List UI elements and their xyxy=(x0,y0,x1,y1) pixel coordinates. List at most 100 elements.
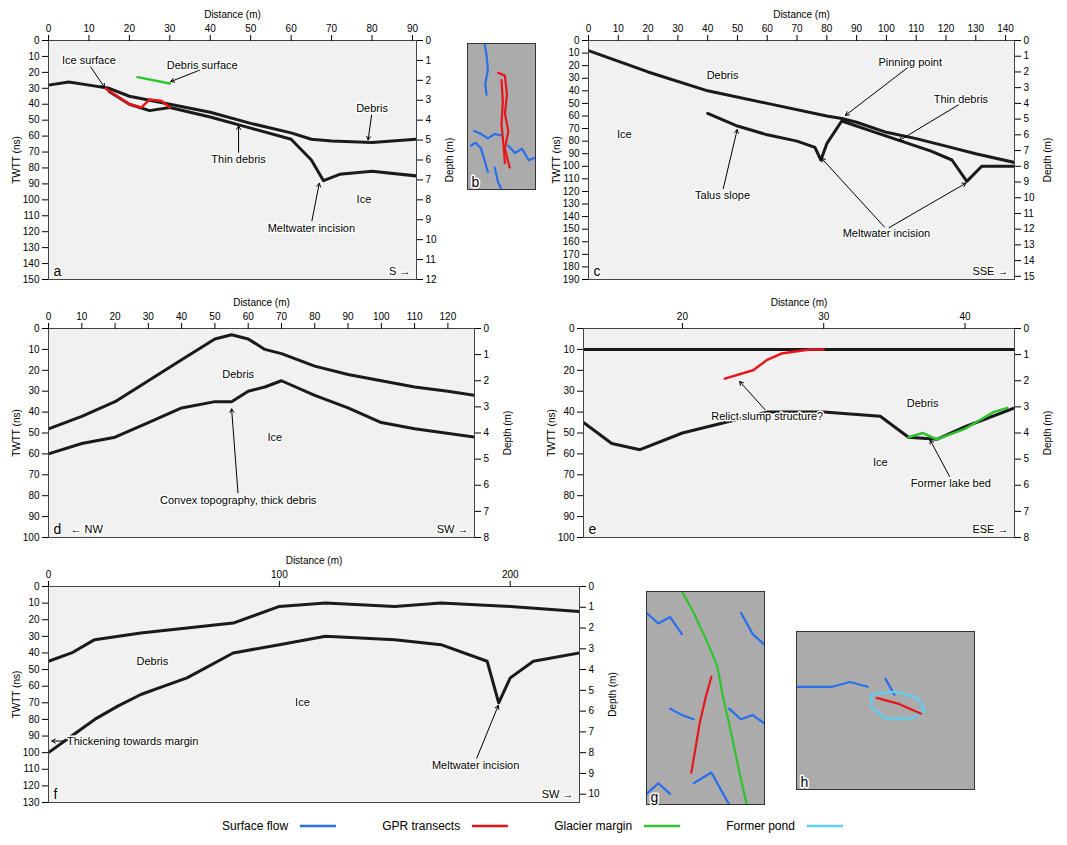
svg-text:110: 110 xyxy=(564,173,580,184)
svg-text:70: 70 xyxy=(28,469,40,480)
svg-text:3: 3 xyxy=(1024,82,1030,93)
svg-text:0: 0 xyxy=(34,323,40,334)
svg-text:Depth (m): Depth (m) xyxy=(1042,138,1053,182)
svg-text:TWTT (ns): TWTT (ns) xyxy=(11,671,22,719)
svg-text:Ice surface: Ice surface xyxy=(62,54,116,66)
svg-text:2: 2 xyxy=(589,622,595,633)
svg-text:70: 70 xyxy=(276,311,288,322)
svg-text:4: 4 xyxy=(426,114,432,125)
svg-text:TWTT (ns): TWTT (ns) xyxy=(11,136,22,184)
svg-text:Distance (m): Distance (m) xyxy=(773,9,830,20)
svg-text:Ice: Ice xyxy=(873,456,888,468)
svg-text:Thin debris: Thin debris xyxy=(211,153,266,165)
svg-text:130: 130 xyxy=(563,198,580,209)
svg-text:Debris surface: Debris surface xyxy=(167,59,238,71)
svg-text:20: 20 xyxy=(124,23,136,34)
svg-text:14: 14 xyxy=(1024,255,1036,266)
svg-text:2: 2 xyxy=(1024,375,1030,386)
svg-text:30: 30 xyxy=(672,23,684,34)
svg-text:40: 40 xyxy=(205,23,217,34)
svg-text:4: 4 xyxy=(484,427,490,438)
svg-text:0: 0 xyxy=(34,581,40,592)
svg-text:60: 60 xyxy=(28,130,40,141)
svg-text:7: 7 xyxy=(426,174,432,185)
svg-text:100: 100 xyxy=(558,532,575,543)
svg-text:SW →: SW → xyxy=(542,788,574,800)
svg-text:80: 80 xyxy=(366,23,378,34)
svg-text:10: 10 xyxy=(76,311,88,322)
svg-text:d: d xyxy=(54,521,62,537)
svg-text:20: 20 xyxy=(110,311,122,322)
svg-text:110: 110 xyxy=(407,311,423,322)
svg-text:70: 70 xyxy=(563,469,575,480)
svg-text:b: b xyxy=(472,174,480,190)
svg-text:70: 70 xyxy=(791,23,803,34)
svg-text:20: 20 xyxy=(28,67,40,78)
svg-text:11: 11 xyxy=(426,254,437,265)
svg-text:Meltwater incision: Meltwater incision xyxy=(432,759,519,771)
svg-text:0: 0 xyxy=(589,581,595,592)
svg-text:f: f xyxy=(54,786,58,802)
svg-text:40: 40 xyxy=(563,406,575,417)
svg-text:3: 3 xyxy=(484,401,490,412)
svg-text:Distance (m): Distance (m) xyxy=(233,297,290,308)
svg-text:6: 6 xyxy=(426,154,432,165)
svg-text:190: 190 xyxy=(563,274,580,285)
svg-text:Debris: Debris xyxy=(222,368,254,380)
svg-text:200: 200 xyxy=(502,569,519,580)
svg-text:Thickening towards margin: Thickening towards margin xyxy=(67,735,198,747)
svg-text:60: 60 xyxy=(28,680,40,691)
svg-text:g: g xyxy=(651,789,659,805)
svg-text:4: 4 xyxy=(1024,98,1030,109)
svg-text:12: 12 xyxy=(426,274,438,285)
svg-text:40: 40 xyxy=(702,23,714,34)
svg-text:Depth (m): Depth (m) xyxy=(444,138,455,182)
svg-text:90: 90 xyxy=(342,311,354,322)
svg-text:TWTT (ns): TWTT (ns) xyxy=(551,136,562,184)
svg-text:90: 90 xyxy=(563,511,575,522)
svg-text:20: 20 xyxy=(28,365,40,376)
svg-text:6: 6 xyxy=(484,479,490,490)
svg-text:50: 50 xyxy=(28,664,40,675)
svg-text:SW →: SW → xyxy=(437,523,469,535)
svg-text:Distance (m): Distance (m) xyxy=(204,9,261,20)
svg-text:20: 20 xyxy=(643,23,655,34)
svg-text:Ice: Ice xyxy=(267,431,282,443)
svg-text:0: 0 xyxy=(1024,35,1030,46)
svg-text:5: 5 xyxy=(589,685,595,696)
svg-text:11: 11 xyxy=(1024,208,1035,219)
svg-text:3: 3 xyxy=(426,94,432,105)
svg-text:Talus slope: Talus slope xyxy=(695,189,750,201)
svg-text:10: 10 xyxy=(28,51,40,62)
svg-text:50: 50 xyxy=(209,311,221,322)
svg-text:90: 90 xyxy=(28,730,40,741)
svg-text:0: 0 xyxy=(1024,323,1030,334)
svg-text:150: 150 xyxy=(23,274,40,285)
svg-text:Distance (m): Distance (m) xyxy=(286,555,343,566)
svg-text:10: 10 xyxy=(613,23,625,34)
svg-text:4: 4 xyxy=(1024,427,1030,438)
svg-text:7: 7 xyxy=(1024,145,1030,156)
svg-text:50: 50 xyxy=(28,114,40,125)
svg-text:150: 150 xyxy=(563,223,580,234)
svg-text:0: 0 xyxy=(46,23,52,34)
svg-text:110: 110 xyxy=(24,210,40,221)
svg-text:60: 60 xyxy=(762,23,774,34)
svg-text:10: 10 xyxy=(568,47,580,58)
svg-text:0: 0 xyxy=(586,23,592,34)
svg-text:70: 70 xyxy=(568,123,580,134)
svg-text:30: 30 xyxy=(818,311,830,322)
svg-text:110: 110 xyxy=(24,763,40,774)
svg-text:40: 40 xyxy=(28,406,40,417)
svg-text:80: 80 xyxy=(28,162,40,173)
svg-text:100: 100 xyxy=(23,194,40,205)
svg-text:70: 70 xyxy=(28,146,40,157)
svg-text:80: 80 xyxy=(568,135,580,146)
svg-text:10: 10 xyxy=(28,597,40,608)
svg-text:80: 80 xyxy=(28,714,40,725)
svg-text:Depth (m): Depth (m) xyxy=(1042,411,1053,455)
svg-text:2: 2 xyxy=(426,75,432,86)
svg-text:6: 6 xyxy=(1024,479,1030,490)
svg-text:0: 0 xyxy=(574,35,580,46)
svg-text:10: 10 xyxy=(426,234,438,245)
